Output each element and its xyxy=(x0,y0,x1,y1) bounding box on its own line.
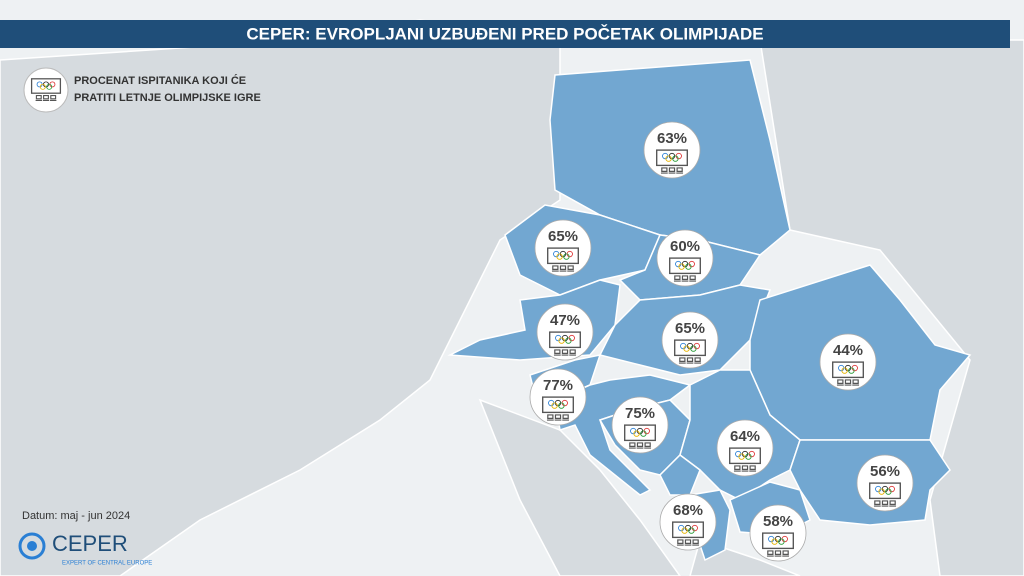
marker-label: 65% xyxy=(675,320,705,337)
markers: 63% 65% 60% 47% 65% 44% 77% 75% 64% 56% 68% 58% xyxy=(529,121,914,562)
marker: 68% xyxy=(659,493,717,551)
marker: 65% xyxy=(534,219,592,277)
marker-label: 44% xyxy=(833,342,863,359)
marker: 65% xyxy=(661,311,719,369)
marker: 60% xyxy=(656,229,714,287)
logo-tagline: EXPERT OF CENTRAL EUROPE xyxy=(62,561,152,567)
legend-text: PRATITI LETNJE OLIMPIJSKE IGRE xyxy=(74,92,261,104)
legend: PROCENAT ISPITANIKA KOJI ĆE PRATITI LETN… xyxy=(23,67,261,113)
marker: 44% xyxy=(819,333,877,391)
marker: 58% xyxy=(749,504,807,562)
logo-dot xyxy=(27,541,37,551)
marker-label: 56% xyxy=(870,463,900,480)
marker: 64% xyxy=(716,419,774,477)
marker-label: 63% xyxy=(657,130,687,147)
date: Datum: maj - jun 2024 xyxy=(22,510,130,522)
marker-label: 47% xyxy=(550,312,580,329)
marker-label: 77% xyxy=(543,377,573,394)
marker-label: 68% xyxy=(673,502,703,519)
background-land xyxy=(0,19,1024,576)
marker: 77% xyxy=(529,368,587,426)
marker-label: 64% xyxy=(730,428,760,445)
logo: CEPER EXPERT OF CENTRAL EUROPE xyxy=(18,531,152,567)
marker-label: 60% xyxy=(670,238,700,255)
marker-label: 75% xyxy=(625,405,655,422)
marker: 47% xyxy=(536,303,594,361)
title: CEPER: EVROPLJANI UZBUĐENI PRED POČETAK … xyxy=(246,24,763,43)
marker-label: 58% xyxy=(763,513,793,530)
marker: 63% xyxy=(643,121,701,179)
logo-ring xyxy=(18,532,46,560)
marker: 56% xyxy=(856,454,914,512)
title-bar xyxy=(0,20,1010,48)
legend-text: PROCENAT ISPITANIKA KOJI ĆE xyxy=(74,74,246,87)
logo-text: CEPER xyxy=(52,531,128,556)
marker-label: 65% xyxy=(548,228,578,245)
marker: 75% xyxy=(611,396,669,454)
